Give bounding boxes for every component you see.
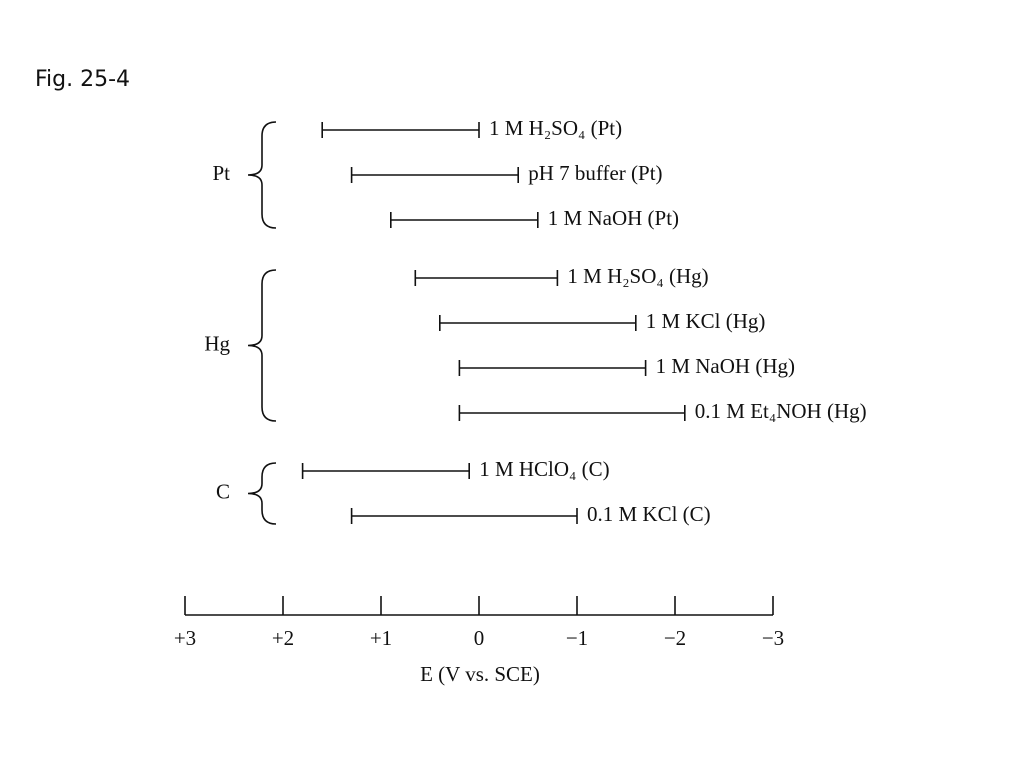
x-tick-label: −2: [664, 626, 686, 650]
group-label: C: [216, 479, 230, 503]
x-tick-label: −1: [566, 626, 588, 650]
range-bar: [350, 167, 520, 183]
range-bar: [389, 212, 539, 228]
x-tick-label: −3: [762, 626, 784, 650]
bar-label: 1 M H₂SO₄ (Pt): [489, 116, 622, 140]
x-tick-label: +1: [370, 626, 392, 650]
bar-label: 1 M HClO₄ (C): [479, 457, 609, 481]
range-bar: [350, 508, 578, 524]
range-bar: [321, 122, 480, 138]
bar-label: 1 M NaOH (Hg): [656, 354, 795, 378]
range-bar: [438, 315, 637, 331]
group-label: Pt: [212, 161, 230, 185]
bar-label: 0.1 M Et₄NOH (Hg): [695, 399, 867, 423]
group-brace: [247, 121, 277, 229]
range-bar: [301, 463, 471, 479]
x-tick-label: +2: [272, 626, 294, 650]
x-tick-label: +3: [174, 626, 196, 650]
bar-label: 1 M KCl (Hg): [646, 309, 766, 333]
x-tick-label: 0: [474, 626, 485, 650]
bar-label: pH 7 buffer (Pt): [528, 161, 662, 185]
range-bar: [458, 405, 686, 421]
x-axis-label: E (V vs. SCE): [420, 662, 540, 686]
group-brace: [247, 462, 277, 525]
bar-label: 0.1 M KCl (C): [587, 502, 711, 526]
range-bar: [458, 360, 647, 376]
caption: Fig. 25-4: [35, 67, 130, 92]
group-label: Hg: [204, 331, 230, 355]
bar-label: 1 M H₂SO₄ (Hg): [567, 264, 708, 288]
bar-label: 1 M NaOH (Pt): [548, 206, 679, 230]
group-brace: [247, 269, 277, 422]
range-bar: [414, 270, 559, 286]
